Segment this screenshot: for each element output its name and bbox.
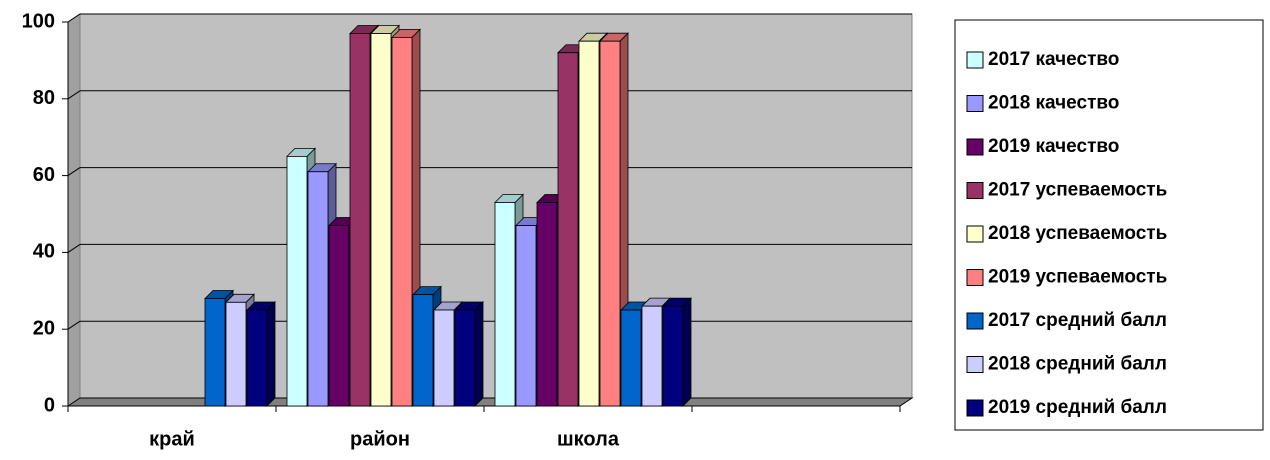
legend-label: 2018 средний балл: [988, 354, 1167, 375]
y-tick-label: 0: [44, 394, 55, 416]
legend-swatch: [966, 399, 984, 417]
bar: [536, 202, 558, 407]
x-tick-label: район: [350, 428, 410, 450]
bar: [225, 301, 247, 407]
bar: [557, 52, 579, 407]
legend-label: 2019 успеваемость: [988, 267, 1167, 288]
bar: [662, 305, 684, 407]
legend-label: 2019 средний балл: [988, 397, 1167, 418]
y-tick-label: 60: [33, 164, 55, 186]
legend-swatch: [966, 225, 984, 243]
legend: [954, 19, 1264, 431]
legend-swatch: [966, 269, 984, 286]
bar: [494, 202, 516, 407]
bar-side: [682, 297, 692, 407]
grid-line: [67, 167, 81, 177]
bar: [286, 155, 308, 407]
y-tick-label: 40: [33, 241, 55, 263]
bar: [599, 40, 621, 407]
floor: [66, 397, 914, 407]
grid-line: [67, 243, 81, 253]
legend-swatch: [966, 182, 984, 199]
legend-swatch: [966, 95, 984, 112]
legend-swatch: [966, 138, 984, 156]
bar: [370, 33, 392, 407]
grid-line: [67, 320, 81, 330]
legend-label: 2017 успеваемость: [988, 180, 1167, 201]
side-wall: [67, 13, 81, 407]
x-tick-label: край: [149, 428, 195, 450]
bar: [620, 309, 642, 407]
y-tick-label: 20: [33, 317, 55, 339]
legend-label: 2019 качество: [988, 136, 1119, 157]
bar: [328, 225, 350, 407]
legend-swatch: [966, 312, 984, 330]
legend-swatch: [966, 51, 984, 69]
bar: [391, 36, 413, 407]
bar-side: [266, 301, 276, 407]
y-tick-label: 80: [33, 87, 55, 109]
legend-label: 2017 качество: [988, 49, 1119, 70]
legend-label: 2017 средний балл: [988, 310, 1167, 331]
bar: [246, 309, 268, 407]
y-tick-label: 100: [22, 10, 55, 32]
bar-side: [474, 301, 484, 407]
bar: [578, 40, 600, 407]
bar: [412, 294, 434, 407]
grid-line: [67, 13, 81, 23]
bar: [204, 298, 226, 407]
bar: [454, 309, 476, 407]
legend-label: 2018 качество: [988, 93, 1119, 114]
bar: [641, 305, 663, 407]
grid-line: [67, 90, 81, 100]
bar: [433, 309, 455, 407]
legend-swatch: [966, 356, 984, 373]
bar: [515, 225, 537, 407]
bar: [349, 33, 371, 407]
x-tick-label: школа: [557, 428, 620, 450]
legend-label: 2018 успеваемость: [988, 223, 1167, 244]
bar: [307, 171, 329, 407]
